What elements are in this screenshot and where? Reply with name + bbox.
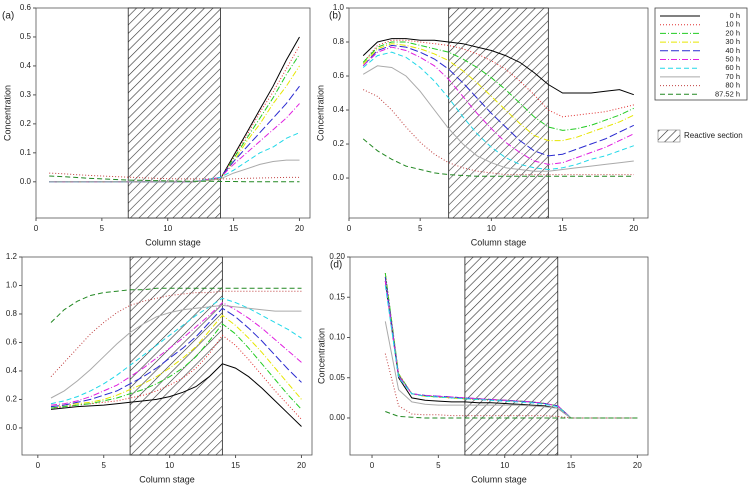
legend-label: 30 h (725, 37, 740, 46)
panel-label: (b) (329, 11, 341, 22)
x-tick-label: 0 (370, 461, 375, 470)
y-tick-label: 0.8 (6, 309, 18, 318)
data-line (50, 287, 302, 323)
data-line (384, 353, 638, 419)
data-line (50, 314, 302, 408)
data-line (362, 38, 634, 96)
legend-label: 60 h (725, 63, 740, 72)
x-tick-label: 20 (295, 224, 304, 233)
y-tick-label: 0.8 (333, 37, 345, 46)
x-tick-label: 10 (487, 224, 496, 233)
x-axis-title: Column stage (471, 237, 527, 247)
legend-label: 20 h (725, 28, 740, 37)
x-tick-label: 15 (231, 461, 240, 470)
y-tick-label: 1.0 (6, 281, 18, 290)
legend-region-label: Reactive section (684, 131, 743, 140)
data-line (362, 138, 634, 177)
data-line (384, 281, 638, 419)
data-line (384, 285, 638, 419)
x-tick-label: 10 (165, 461, 174, 470)
x-tick-label: 0 (36, 461, 41, 470)
x-tick-label: 5 (418, 224, 423, 233)
data-line (50, 307, 302, 408)
y-tick-label: 0.0 (20, 177, 32, 186)
x-tick-label: 0 (34, 224, 39, 233)
x-axis-title: Column stage (471, 474, 527, 484)
y-tick-label: 0.0 (333, 173, 345, 182)
legend-label: 80 h (725, 81, 740, 90)
legend-box (654, 7, 748, 101)
y-axis-title: Concentration (2, 85, 12, 141)
y-tick-label: 0.2 (6, 395, 18, 404)
data-line (362, 46, 635, 165)
legend-label: 70 h (725, 72, 740, 81)
y-tick-label: 0.5 (20, 32, 32, 41)
data-line (362, 44, 635, 157)
y-tick-label: 0.15 (329, 292, 345, 301)
x-tick-label: 5 (436, 461, 441, 470)
y-tick-label: 0.6 (333, 71, 345, 80)
x-tick-label: 10 (500, 461, 509, 470)
x-tick-label: 15 (567, 461, 576, 470)
data-line (50, 297, 302, 405)
x-tick-label: 15 (229, 224, 238, 233)
data-line (362, 65, 634, 172)
y-tick-label: 0.4 (20, 61, 32, 70)
data-line (385, 411, 638, 419)
reactive-section (127, 7, 221, 219)
x-tick-label: 20 (297, 461, 306, 470)
data-line (49, 175, 300, 183)
x-tick-label: 20 (633, 461, 642, 470)
data-line (50, 304, 302, 399)
y-tick-label: 0.1 (20, 148, 32, 157)
legend-label: 40 h (725, 46, 740, 55)
y-tick-label: 0.3 (20, 90, 32, 99)
y-axis-title: Concentration (315, 85, 325, 141)
y-tick-label: 0.00 (329, 413, 345, 422)
x-tick-label: 0 (347, 224, 352, 233)
data-line (50, 363, 302, 427)
y-tick-label: 1.2 (6, 252, 18, 261)
x-tick-label: 5 (100, 224, 105, 233)
legend-label: 87.52 h (715, 89, 740, 98)
data-line (362, 41, 635, 131)
data-line (50, 323, 302, 410)
x-axis-title: Column stage (139, 474, 195, 484)
legend-label: 10 h (725, 20, 740, 29)
data-line (50, 301, 302, 406)
y-tick-label: 0.05 (329, 373, 345, 382)
data-line (362, 89, 634, 176)
y-tick-label: 0.10 (329, 333, 345, 342)
y-tick-label: 0.6 (20, 3, 32, 12)
y-axis-title: Concentration (316, 328, 326, 384)
reactive-section (448, 7, 549, 219)
data-line (49, 159, 300, 183)
x-tick-label: 5 (102, 461, 107, 470)
y-tick-label: 0.4 (6, 366, 18, 375)
x-axis-title: Column stage (145, 237, 201, 247)
reactive-section (464, 256, 559, 456)
legend-region-swatch (657, 129, 681, 143)
y-tick-label: 1.0 (333, 3, 345, 12)
y-tick-label: 0.4 (333, 105, 345, 114)
y-tick-label: 0.2 (333, 139, 345, 148)
legend-label: 50 h (725, 54, 740, 63)
y-tick-label: 0.0 (6, 423, 18, 432)
y-tick-label: 0.2 (20, 119, 32, 128)
data-line (362, 43, 635, 142)
x-tick-label: 10 (163, 224, 172, 233)
x-tick-label: 20 (629, 224, 638, 233)
data-line (362, 51, 634, 171)
y-tick-label: 0.6 (6, 338, 18, 347)
panel-label: (d) (330, 260, 342, 271)
panel-label: (a) (2, 11, 14, 22)
legend-label: 0 h (730, 11, 740, 20)
y-tick-label: 0.20 (329, 252, 345, 261)
x-tick-label: 15 (558, 224, 567, 233)
reactive-section (129, 256, 223, 456)
